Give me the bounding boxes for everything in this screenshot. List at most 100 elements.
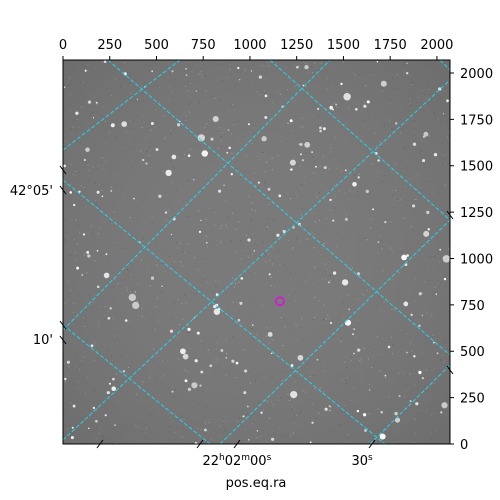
star (185, 67, 187, 70)
star (197, 134, 205, 142)
grid-line (439, 60, 450, 71)
star (377, 159, 380, 162)
star (164, 211, 168, 214)
dec-tick-label: 10' (33, 333, 53, 348)
star (344, 217, 348, 221)
star (319, 129, 322, 133)
star (240, 277, 244, 280)
star (76, 266, 80, 270)
star (290, 364, 294, 367)
star (105, 253, 108, 256)
star (171, 390, 174, 393)
star (340, 82, 343, 86)
star (104, 414, 107, 417)
star (145, 162, 148, 165)
star (136, 98, 139, 101)
star (247, 438, 250, 441)
dec-tick (446, 210, 454, 220)
star (261, 136, 267, 142)
star (81, 274, 84, 276)
grid-line (269, 60, 450, 221)
star (253, 250, 256, 252)
star (329, 321, 333, 325)
star (357, 348, 361, 352)
star (170, 233, 173, 236)
y-tick-label: 1500 (460, 160, 493, 175)
star (83, 158, 86, 162)
grid-line (63, 79, 450, 441)
star (435, 293, 438, 295)
star (215, 293, 219, 296)
star (300, 153, 302, 156)
star (440, 411, 443, 414)
star (427, 228, 431, 231)
star (66, 360, 70, 364)
star (362, 413, 367, 417)
y-tick-label: 1000 (460, 252, 493, 267)
star (184, 379, 188, 383)
star (244, 369, 248, 373)
star (169, 329, 174, 333)
star (403, 301, 409, 307)
star (110, 123, 115, 128)
star (433, 341, 435, 344)
star (122, 370, 125, 373)
star (132, 301, 140, 309)
star (436, 352, 439, 355)
star (191, 382, 198, 389)
ra-tick-label: 30s (352, 453, 374, 469)
star (344, 319, 351, 326)
dec-tick (59, 320, 67, 330)
star (292, 226, 295, 229)
star (101, 195, 104, 198)
star (200, 219, 202, 222)
star (86, 251, 90, 254)
star (426, 210, 430, 215)
star (372, 208, 375, 211)
star (171, 154, 177, 160)
star (267, 187, 271, 191)
star (352, 182, 357, 187)
star (96, 285, 100, 289)
star (209, 364, 213, 368)
x-tick-label: 0 (59, 38, 67, 53)
star (95, 419, 98, 423)
star (418, 292, 422, 296)
star (87, 100, 92, 104)
star (161, 285, 163, 288)
x-tick-label: 1000 (233, 38, 266, 53)
star (193, 179, 195, 181)
star (106, 273, 108, 275)
star (355, 108, 358, 111)
star (398, 394, 401, 398)
star (316, 359, 319, 361)
star (304, 141, 311, 148)
x-tick-label: 2000 (420, 38, 453, 53)
y-tick-label: 250 (460, 392, 485, 407)
star (264, 116, 268, 119)
star (412, 204, 416, 208)
star (199, 384, 202, 387)
star (114, 424, 116, 427)
x-tick-label: 1500 (327, 38, 360, 53)
star (256, 430, 259, 432)
star (406, 62, 408, 64)
grid-line (63, 60, 331, 331)
star (290, 168, 293, 171)
star (433, 153, 438, 157)
star (150, 122, 154, 125)
star (418, 324, 421, 328)
star (270, 437, 275, 441)
star (296, 65, 299, 69)
x-tick-label: 1750 (374, 38, 407, 53)
star (187, 387, 192, 392)
star (150, 276, 155, 280)
star (376, 60, 379, 63)
ra-tick (368, 439, 376, 449)
grid-line (63, 179, 386, 444)
y-axis-right: 0 250 500 750 1000 1250 1500 1750 2000 (450, 67, 493, 453)
star (155, 148, 159, 151)
star (103, 60, 107, 64)
x-tick-label: 1250 (280, 38, 313, 53)
star (287, 122, 289, 124)
